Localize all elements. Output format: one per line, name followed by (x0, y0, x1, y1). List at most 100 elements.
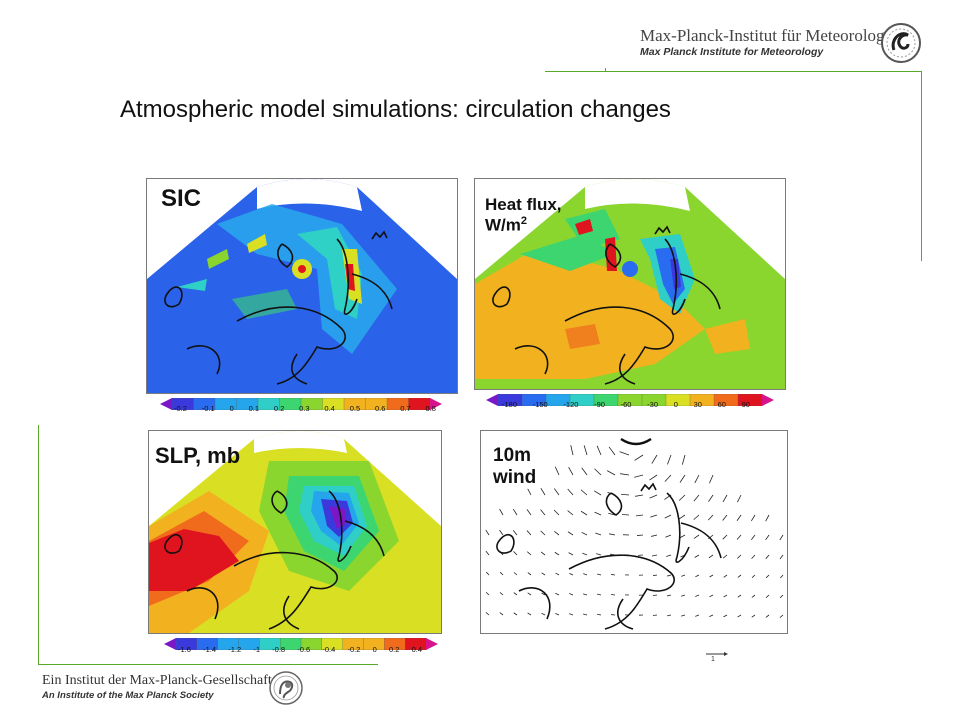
wind-vector (619, 451, 630, 456)
tick-label: -1.4 (203, 645, 217, 654)
wind-vector (526, 509, 532, 516)
wind-vector (737, 494, 742, 503)
wind-vector (499, 508, 504, 516)
wind-vector (594, 511, 602, 516)
heat-flux-unit: W/m (485, 215, 521, 235)
wind-vector (679, 474, 686, 483)
wind-vector (485, 571, 490, 576)
wind-vector (765, 614, 770, 618)
wind-vector (554, 488, 560, 496)
wind-map-panel: 10m wind (480, 430, 788, 634)
tick-label: -30 (647, 400, 659, 409)
institute-name: Max-Planck-Institut für Meteorologie (640, 26, 897, 45)
tick-label: 0.2 (273, 404, 285, 413)
tick-label: 0.4 (411, 645, 422, 654)
reference-vector-label: 1 (711, 656, 715, 663)
wind-vector (765, 514, 770, 522)
tick-label: -1 (253, 645, 260, 654)
wind-vector (610, 574, 616, 576)
wind-vector (512, 508, 518, 516)
wind-vector (582, 552, 588, 556)
wind-label-line2: wind (493, 466, 537, 488)
wind-vector (779, 554, 784, 560)
wind-vector (541, 612, 546, 616)
wind-vector (554, 530, 560, 536)
footer-institute-name-english: An Institute of the Max Planck Society (42, 690, 214, 701)
wind-vector (593, 490, 602, 496)
wind-vector (540, 530, 546, 536)
tick-label: 0 (229, 404, 234, 413)
tick-label: -0.2 (174, 404, 187, 413)
wind-vector (555, 572, 560, 576)
tick-label: -120 (563, 400, 579, 409)
wind-vector (499, 571, 504, 576)
tick-label: 0 (673, 400, 678, 409)
wind-vector (554, 551, 560, 556)
wind-vector (526, 487, 532, 496)
wind-vector (650, 514, 658, 518)
wind-vector (540, 509, 546, 516)
wind-vector (570, 445, 574, 456)
tick-label: -1.2 (228, 645, 242, 654)
wind-vector (594, 468, 602, 476)
wind-vector (513, 612, 518, 616)
tick-label: -90 (594, 400, 605, 409)
wind-vector (581, 467, 588, 476)
max-planck-society-logo-icon (269, 671, 303, 705)
heat-flux-colorbar (486, 394, 774, 406)
wind-vector (681, 614, 686, 617)
wind-vector (667, 614, 672, 617)
sic-colorbar (160, 398, 442, 410)
wind-vector (693, 514, 700, 520)
wind-vector (678, 494, 686, 501)
sic-label: SIC (161, 185, 202, 212)
wind-vector (540, 487, 546, 496)
heat-flux-map-panel: Heat flux, W/m2 (474, 178, 786, 390)
wind-vector (580, 489, 588, 496)
wind-vector (567, 488, 574, 496)
wind-vector (736, 534, 742, 540)
tick-label: 0.7 (400, 404, 411, 413)
wind-vector (722, 534, 728, 540)
wind-vector (652, 594, 658, 596)
wind-vector (723, 594, 728, 598)
wind-vector (595, 532, 602, 536)
wind-vector (681, 594, 686, 597)
wind-vector (779, 594, 784, 599)
tick-label: 0.4 (324, 404, 335, 413)
wind-vector (664, 474, 672, 482)
wind-vector (540, 551, 546, 556)
wind-vector (485, 591, 490, 596)
wind-vector (649, 494, 658, 499)
wind-vector (635, 494, 644, 497)
wind-vector (568, 466, 574, 476)
wind-vector (708, 494, 714, 502)
wind-vector (620, 493, 630, 496)
wind-vector (723, 574, 728, 578)
wind-vector (751, 574, 756, 578)
wind-vector (569, 613, 574, 616)
wind-vector (527, 612, 532, 616)
wind-vector (620, 473, 630, 476)
wind-vector (527, 551, 532, 556)
wind-vector (596, 613, 602, 616)
wind-vector (765, 594, 770, 598)
wind-vector (709, 474, 714, 484)
wind-vector (652, 614, 658, 616)
tick-label: -0.1 (201, 404, 215, 413)
wind-vector (581, 531, 588, 536)
wind-vector (651, 454, 658, 464)
wind-vector (597, 593, 602, 596)
wind-vector (499, 529, 504, 536)
wind-vector (541, 592, 546, 596)
wind-vector (485, 612, 490, 616)
wind-vector (751, 554, 756, 559)
frame-line-left (38, 425, 39, 665)
reference-vector-arrow (706, 652, 728, 656)
wind-vector (527, 592, 532, 596)
wind-vector (722, 514, 728, 521)
wind-vector (694, 554, 700, 558)
wind-vector (679, 514, 686, 520)
wind-vector (665, 534, 672, 538)
wind-vector (765, 574, 770, 579)
